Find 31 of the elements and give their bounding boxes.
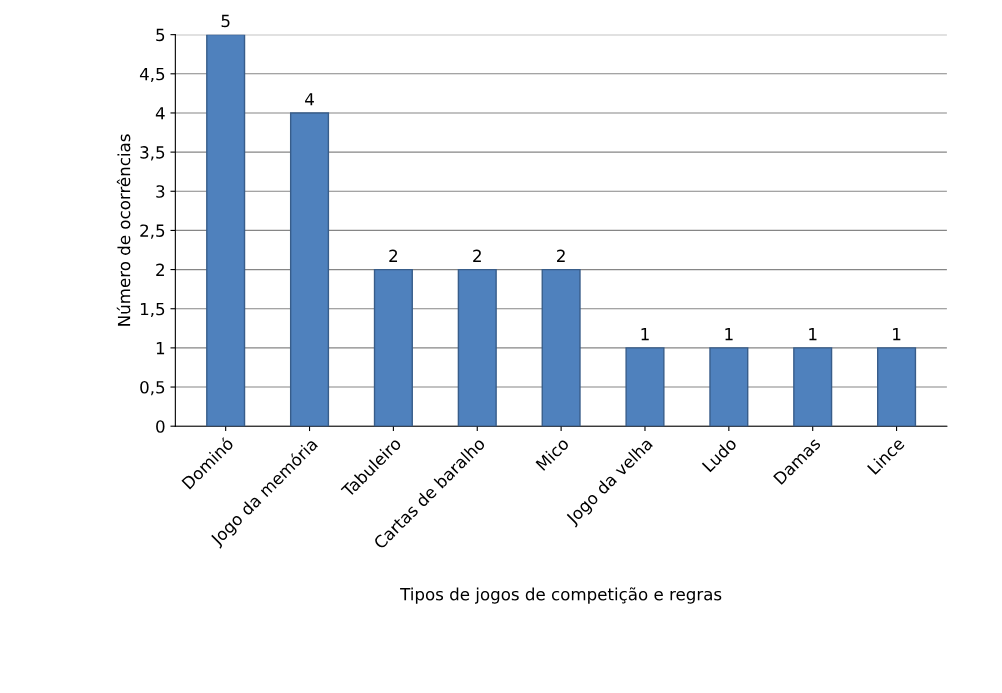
- y-tick-label: 0,5: [140, 381, 165, 396]
- y-tick-label: 2,5: [140, 224, 165, 239]
- bar: [793, 347, 833, 427]
- y-tick-label: 5: [156, 28, 165, 42]
- y-tick-label: 3: [156, 185, 165, 198]
- data-label: 2: [557, 249, 565, 262]
- y-axis-title: Número de ocorrências: [116, 134, 131, 326]
- data-label: 1: [641, 328, 649, 341]
- bar: [625, 347, 665, 427]
- y-tick-label: 3,5: [140, 146, 165, 161]
- y-tick-label: 4,5: [139, 67, 165, 83]
- data-label: 1: [893, 328, 901, 341]
- data-label: 2: [389, 249, 398, 262]
- data-label: 1: [725, 328, 733, 341]
- data-label: 4: [305, 93, 314, 106]
- y-tick-label: 2: [156, 263, 164, 276]
- data-label: 5: [221, 14, 230, 28]
- bar: [373, 268, 413, 427]
- bar: [457, 268, 497, 427]
- y-tick-label: 1,5: [140, 302, 165, 317]
- bar: [709, 347, 749, 427]
- bar: [206, 34, 246, 427]
- bar: [541, 268, 581, 427]
- data-label: 1: [809, 328, 817, 341]
- data-label: 2: [473, 249, 481, 262]
- y-tick-label: 0: [156, 420, 165, 433]
- bar: [877, 347, 917, 427]
- bar: [289, 112, 330, 427]
- y-tick-label: 1: [156, 342, 165, 355]
- y-tick-label: 4: [155, 107, 165, 120]
- x-axis-title: Tipos de jogos de competição e regras: [400, 587, 722, 604]
